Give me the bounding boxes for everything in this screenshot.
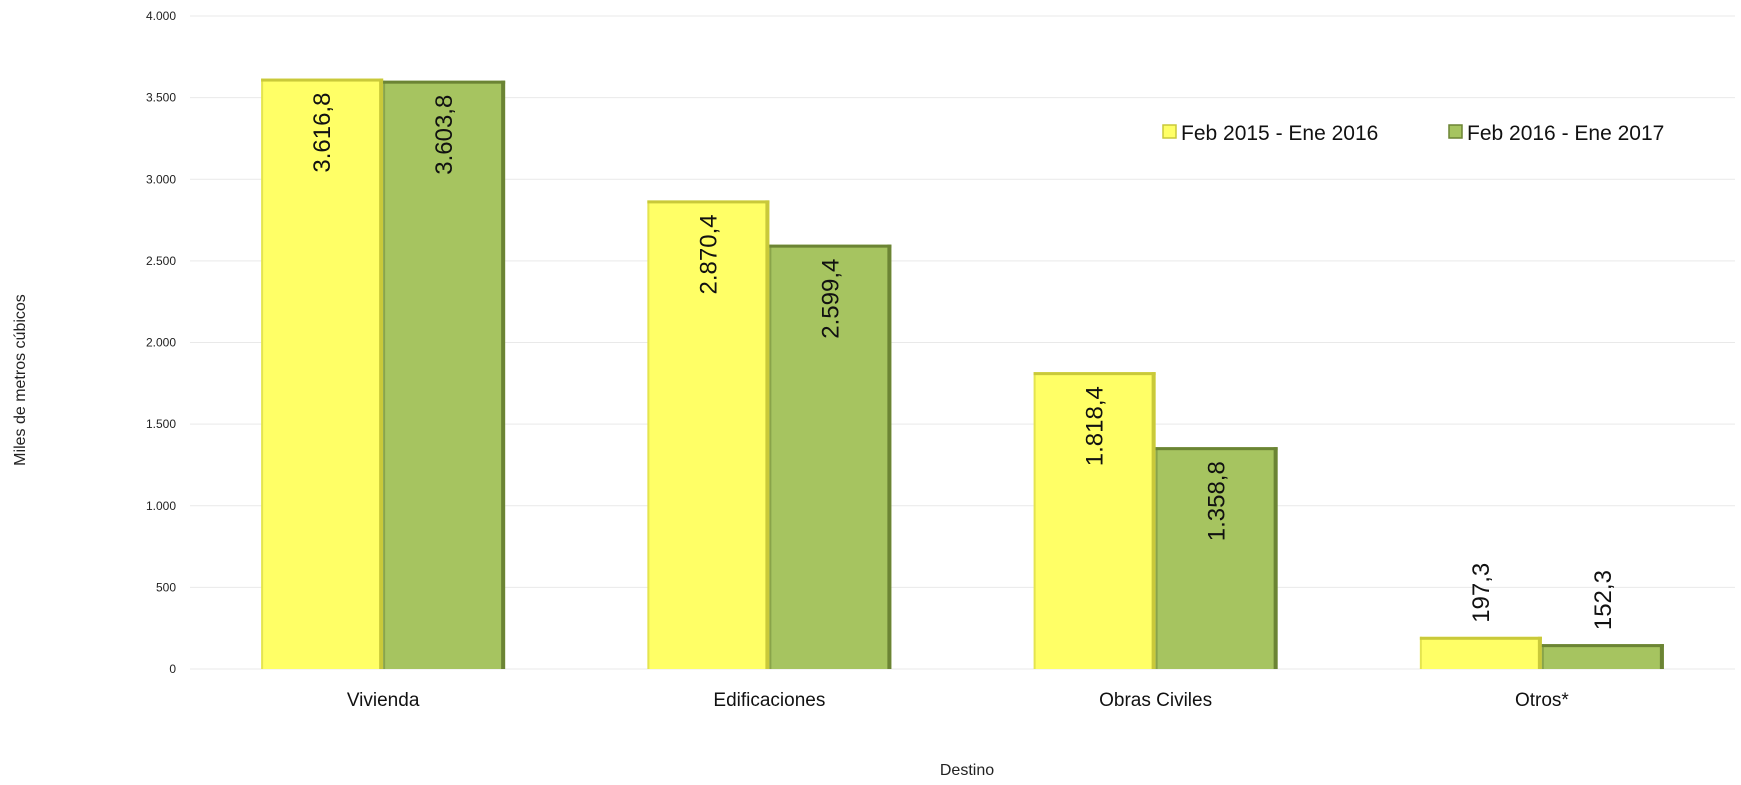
bar-left-edge (647, 200, 650, 669)
y-tick-label: 3.000 (146, 172, 176, 186)
bar (1419, 636, 1542, 669)
bars (261, 78, 1664, 670)
bar-top-edge (1541, 644, 1664, 648)
bar-face (1033, 372, 1156, 669)
y-tick-label: 2.000 (146, 336, 176, 350)
bar-top-edge (261, 78, 384, 82)
bar-top-edge (1033, 372, 1156, 376)
data-label: 3.603,8 (431, 95, 458, 175)
data-label: 3.616,8 (309, 93, 336, 173)
bar-top-edge (1419, 636, 1542, 640)
x-axis-ticks: Vivienda Edificaciones Obras Civiles Otros* (347, 690, 1570, 711)
data-label: 152,3 (1590, 570, 1617, 630)
bar-side-edge (1273, 447, 1278, 669)
bar (261, 78, 384, 670)
x-tick-label: Obras Civiles (1099, 690, 1212, 711)
legend-item: Feb 2016 - Ene 2017 (1448, 122, 1664, 145)
y-tick-label: 500 (156, 580, 176, 594)
bar-side-edge (1659, 644, 1664, 669)
legend-swatch (1162, 124, 1177, 139)
y-tick-label: 4.000 (146, 9, 176, 23)
bar (647, 200, 770, 669)
bar-face (1155, 447, 1278, 669)
y-tick-label: 1.000 (146, 499, 176, 513)
bar (383, 80, 506, 670)
y-tick-label: 3.500 (146, 91, 176, 105)
legend-swatch (1448, 124, 1463, 139)
bar-left-edge (1541, 644, 1544, 669)
bar-left-edge (1419, 636, 1422, 669)
bar-face (383, 80, 506, 670)
x-tick-label: Edificaciones (713, 690, 825, 711)
bar-left-edge (261, 78, 264, 670)
bar (769, 244, 892, 669)
bar-face (769, 244, 892, 669)
bar-top-edge (647, 200, 770, 204)
data-label: 1.818,4 (1082, 386, 1109, 466)
y-tick-label: 0 (169, 662, 176, 676)
bar-left-edge (769, 244, 772, 669)
data-label: 2.870,4 (695, 214, 722, 294)
bar-left-edge (383, 80, 386, 670)
bar-side-edge (379, 78, 384, 670)
y-tick-label: 2.500 (146, 254, 176, 268)
bar-side-edge (887, 244, 892, 669)
x-tick-label: Vivienda (347, 690, 420, 711)
bar-face (1419, 636, 1542, 669)
y-tick-label: 1.500 (146, 417, 176, 431)
bar-side-edge (765, 200, 770, 669)
bar-side-edge (501, 80, 506, 670)
data-label: 2.599,4 (817, 259, 844, 339)
bar-side-edge (1537, 636, 1542, 669)
bar-top-edge (383, 80, 506, 84)
y-axis-ticks: 0 500 1.000 1.500 2.000 2.500 3.000 3.500 4.000 (146, 9, 176, 676)
bar-side-edge (1151, 372, 1156, 669)
bar (1155, 447, 1278, 669)
legend-label: Feb 2016 - Ene 2017 (1467, 122, 1664, 145)
bar (1541, 644, 1664, 669)
x-axis-title: Destino (940, 762, 994, 779)
data-labels: 3.616,8 3.603,8 2.870,4 2.599,4 1.818,4 1.358… (309, 93, 1617, 631)
bar (1033, 372, 1156, 669)
bar-face (261, 78, 384, 670)
legend-label: Feb 2015 - Ene 2016 (1181, 122, 1378, 145)
x-tick-label: Otros* (1515, 690, 1569, 711)
bar-face (1541, 644, 1664, 669)
data-label: 1.358,8 (1204, 461, 1231, 541)
bar-face (647, 200, 770, 669)
bar-top-edge (769, 244, 892, 248)
legend: Feb 2015 - Ene 2016 Feb 2016 - Ene 2017 (1162, 122, 1664, 145)
bar-left-edge (1033, 372, 1036, 669)
data-label: 197,3 (1468, 563, 1495, 623)
bar-top-edge (1155, 447, 1278, 451)
bar-left-edge (1155, 447, 1158, 669)
legend-item: Feb 2015 - Ene 2016 (1162, 122, 1378, 145)
y-axis-title: Miles de metros cúbicos (12, 294, 29, 466)
